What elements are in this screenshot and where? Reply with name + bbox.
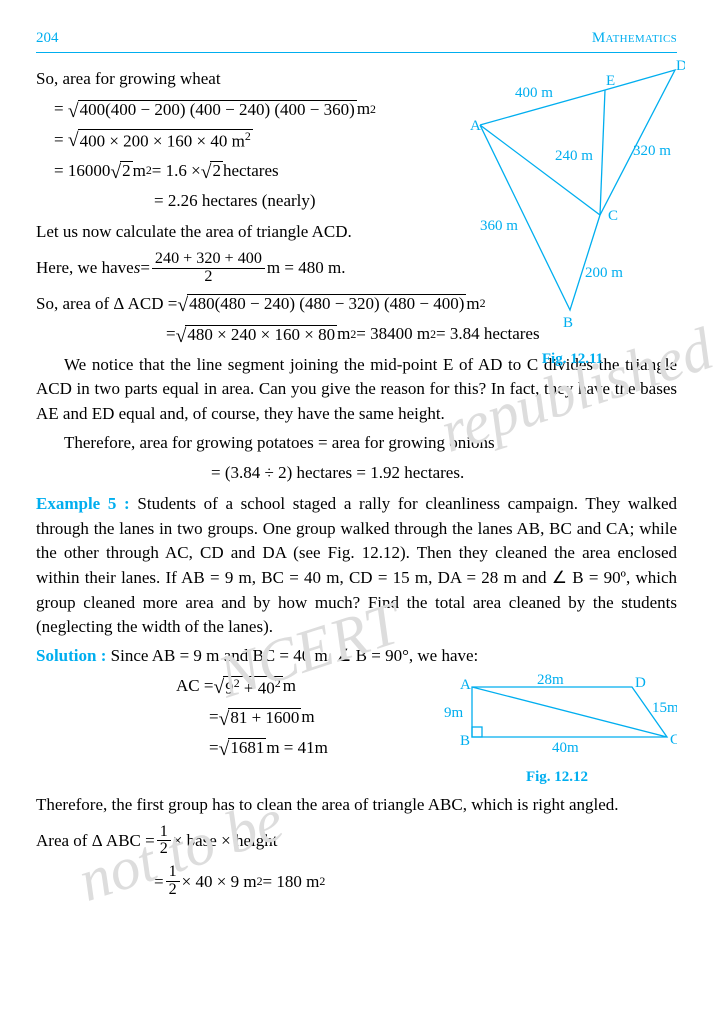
sup-2: 2 bbox=[370, 101, 376, 118]
eq-text: = bbox=[154, 870, 164, 895]
figure-12-11: A D E C B 400 m 240 m 320 m 360 m 200 m … bbox=[460, 55, 685, 371]
paragraph-2: Therefore, area for growing potatoes = a… bbox=[36, 431, 677, 456]
paragraph-3: Therefore, the first group has to clean … bbox=[36, 793, 677, 818]
page-number: 204 bbox=[36, 28, 59, 50]
fig1-label-C: C bbox=[608, 208, 618, 224]
example-label: Example 5 : bbox=[36, 494, 137, 513]
eq-sqrt-body: 480(480 − 240) (480 − 320) (480 − 400) bbox=[187, 294, 466, 314]
eq-text: = 180 m bbox=[263, 870, 320, 895]
ac-eq-1: AC = 92 + 402 m bbox=[36, 674, 425, 699]
ac-eq-3: = 1681 m = 41m bbox=[36, 736, 425, 761]
eq-text: hectares bbox=[223, 159, 279, 184]
ac-eq-2: = 81 + 1600 m bbox=[36, 705, 425, 730]
eq-text: + 40 bbox=[240, 678, 275, 697]
fig2-caption: Fig. 12.12 bbox=[437, 767, 677, 789]
eq-text: × base × height bbox=[173, 829, 278, 854]
eq-text: 9 bbox=[225, 678, 234, 697]
eq-unit: m bbox=[337, 322, 350, 347]
sup-2: 2 bbox=[319, 873, 325, 890]
fig2-m-DC: 15m bbox=[652, 700, 677, 716]
fig2-m-BC: 40m bbox=[552, 740, 579, 756]
abc-eq-2: = 12 × 40 × 9 m2 = 180 m2 bbox=[36, 864, 677, 899]
eq-text: = 1.6 × bbox=[152, 159, 201, 184]
eq-unit: m bbox=[357, 97, 370, 122]
eq-sqrt-body: 400(400 − 200) (400 − 240) (400 − 360) bbox=[78, 100, 357, 120]
fig1-label-D: D bbox=[676, 58, 685, 74]
eq-text: Area of Δ ABC = bbox=[36, 829, 155, 854]
eq-text: So, area of Δ ACD = bbox=[36, 292, 177, 317]
eq-unit: m bbox=[133, 159, 146, 184]
fig1-label-A: A bbox=[470, 118, 481, 134]
eq-sqrt-body: 1681 bbox=[228, 738, 266, 758]
fig1-m-EC: 240 m bbox=[555, 148, 593, 164]
eq-sqrt-body: 2 bbox=[210, 161, 223, 181]
fig1-m-AE: 400 m bbox=[515, 85, 553, 101]
fig1-m-BC: 200 m bbox=[585, 265, 623, 281]
eq-text: m = 41m bbox=[266, 736, 328, 761]
fig2-m-AD: 28m bbox=[537, 672, 564, 688]
eq-sqrt-body: 480 × 240 × 160 × 80 bbox=[185, 325, 337, 345]
eq-text: = 16000 bbox=[54, 159, 110, 184]
example-5: Example 5 : Students of a school staged … bbox=[36, 492, 677, 640]
eq-text: = bbox=[54, 97, 64, 122]
fig1-label-B: B bbox=[563, 315, 573, 331]
fig2-label-B: B bbox=[460, 733, 470, 749]
triangle-diagram-1: A D E C B 400 m 240 m 320 m 360 m 200 m bbox=[460, 55, 685, 340]
solution-line: Solution : Since AB = 9 m and BC = 40 m,… bbox=[36, 644, 677, 669]
solution-label: Solution : bbox=[36, 646, 111, 665]
eq-text: = bbox=[140, 256, 150, 281]
fig1-m-CD: 320 m bbox=[633, 143, 671, 159]
paragraph-2b: = (3.84 ÷ 2) hectares = 1.92 hectares. bbox=[36, 461, 677, 486]
eq-sqrt-body: 81 + 1600 bbox=[228, 708, 301, 728]
eq-sqrt-body: 400 × 200 × 160 × 40 bbox=[80, 132, 228, 151]
frac-num: 240 + 320 + 400 bbox=[152, 251, 265, 269]
quadrilateral-diagram: A D C B 28m 15m 9m 40m bbox=[437, 672, 677, 757]
page-header: 204 Mathematics bbox=[36, 28, 677, 53]
content-area: republished NCERT not to be A D E C B 40… bbox=[36, 67, 677, 900]
fig1-m-AB: 360 m bbox=[480, 218, 518, 234]
frac-den: 2 bbox=[166, 882, 180, 899]
frac-num: 1 bbox=[157, 824, 171, 842]
frac-num: 1 bbox=[166, 864, 180, 882]
subject-title: Mathematics bbox=[592, 28, 677, 50]
eq-unit: m bbox=[283, 674, 296, 699]
var-s: s bbox=[134, 256, 141, 281]
fig1-label-E: E bbox=[606, 73, 615, 89]
eq-unit: m bbox=[301, 705, 314, 730]
eq-sqrt-body: 2 bbox=[120, 161, 133, 181]
example-text: Students of a school staged a rally for … bbox=[36, 494, 677, 636]
eq-text: m = 480 m. bbox=[267, 256, 346, 281]
frac-den: 2 bbox=[152, 269, 265, 286]
eq-text: AC = bbox=[176, 674, 213, 699]
solution-text: Since AB = 9 m and BC = 40 m, ∠ B = 90°,… bbox=[111, 646, 479, 665]
eq-text: = 38400 m bbox=[356, 322, 430, 347]
fig2-label-D: D bbox=[635, 675, 646, 691]
figure-12-12: A D C B 28m 15m 9m 40m Fig. 12.12 bbox=[437, 672, 677, 788]
fig2-m-AB: 9m bbox=[444, 705, 464, 721]
fig1-caption: Fig. 12.11 bbox=[460, 349, 685, 371]
frac-den: 2 bbox=[157, 841, 171, 858]
eq-text: = bbox=[209, 705, 219, 730]
fig2-label-C: C bbox=[670, 732, 677, 748]
eq-text: = bbox=[166, 322, 176, 347]
eq-text: Here, we have bbox=[36, 256, 134, 281]
abc-eq-1: Area of Δ ABC = 12 × base × height bbox=[36, 824, 677, 859]
fig2-label-A: A bbox=[460, 677, 471, 693]
eq-text: = bbox=[209, 736, 219, 761]
eq-text: = bbox=[54, 128, 64, 153]
eq-text: × 40 × 9 m bbox=[182, 870, 257, 895]
